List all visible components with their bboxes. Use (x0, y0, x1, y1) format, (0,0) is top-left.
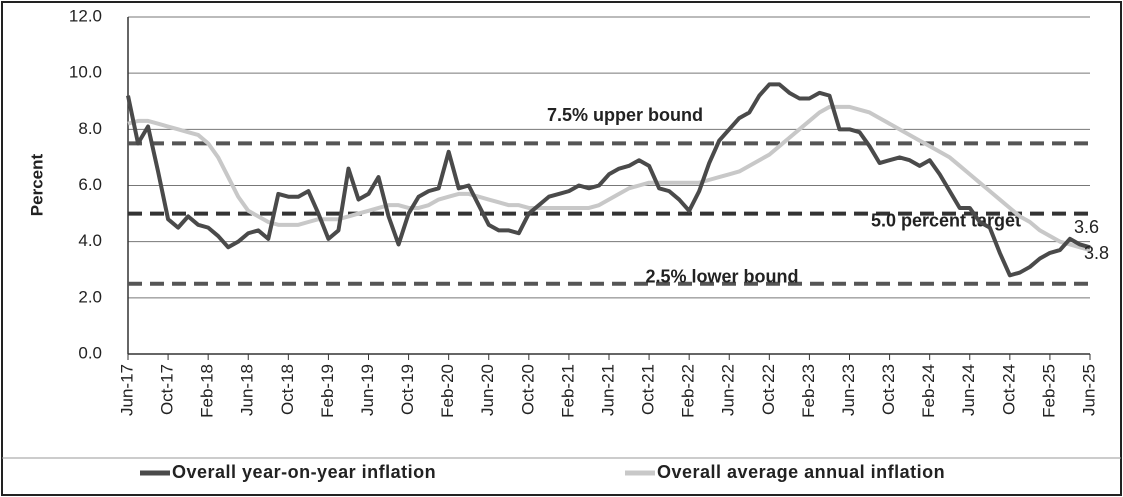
x-tick-label: Feb-20 (438, 364, 457, 418)
x-tick-label: Oct-17 (158, 364, 177, 415)
x-tick-label: Feb-22 (679, 364, 698, 418)
x-tick-label: Jun-25 (1079, 364, 1098, 416)
y-axis-label: Percent (27, 153, 46, 216)
x-tick-label: Feb-23 (799, 364, 818, 418)
x-tick-label: Feb-18 (198, 364, 217, 418)
x-tick-label: Oct-20 (518, 364, 537, 415)
x-tick-label: Oct-18 (278, 364, 297, 415)
reference-label: 5.0 percent target (871, 210, 1021, 230)
x-tick-label: Jun-18 (238, 364, 257, 416)
y-tick-label: 12.0 (69, 6, 102, 25)
x-tick-label: Feb-24 (919, 364, 938, 418)
reference-label: 2.5% lower bound (645, 267, 798, 287)
x-tick-label: Feb-19 (318, 364, 337, 418)
x-tick-label: Oct-19 (398, 364, 417, 415)
y-tick-label: 2.0 (78, 287, 102, 306)
y-tick-label: 10.0 (69, 63, 102, 82)
x-tick-label: Jun-23 (839, 364, 858, 416)
legend-label: Overall year-on-year inflation (172, 462, 436, 482)
annotation: 3.6 (1074, 217, 1099, 237)
x-tick-label: Jun-20 (478, 364, 497, 416)
x-tick-label: Jun-19 (358, 364, 377, 416)
series-line (127, 104, 1091, 253)
x-tick-label: Jun-24 (959, 364, 978, 416)
legend-label: Overall average annual inflation (657, 462, 945, 482)
reference-label: 7.5% upper bound (547, 105, 703, 125)
x-tick-label: Oct-21 (639, 364, 658, 415)
x-tick-label: Oct-23 (879, 364, 898, 415)
y-tick-label: 8.0 (78, 119, 102, 138)
x-tick-label: Jun-17 (117, 364, 136, 416)
x-tick-label: Feb-21 (558, 364, 577, 418)
annotation: 3.8 (1084, 243, 1109, 263)
y-tick-label: 4.0 (78, 231, 102, 250)
x-tick-label: Feb-25 (1039, 364, 1058, 418)
x-tick-label: Oct-24 (999, 364, 1018, 415)
y-tick-label: 6.0 (78, 175, 102, 194)
x-tick-label: Jun-21 (598, 364, 617, 416)
series-line (126, 82, 1091, 278)
x-tick-label: Oct-22 (759, 364, 778, 415)
x-tick-label: Jun-22 (719, 364, 738, 416)
y-tick-label: 0.0 (78, 343, 102, 362)
